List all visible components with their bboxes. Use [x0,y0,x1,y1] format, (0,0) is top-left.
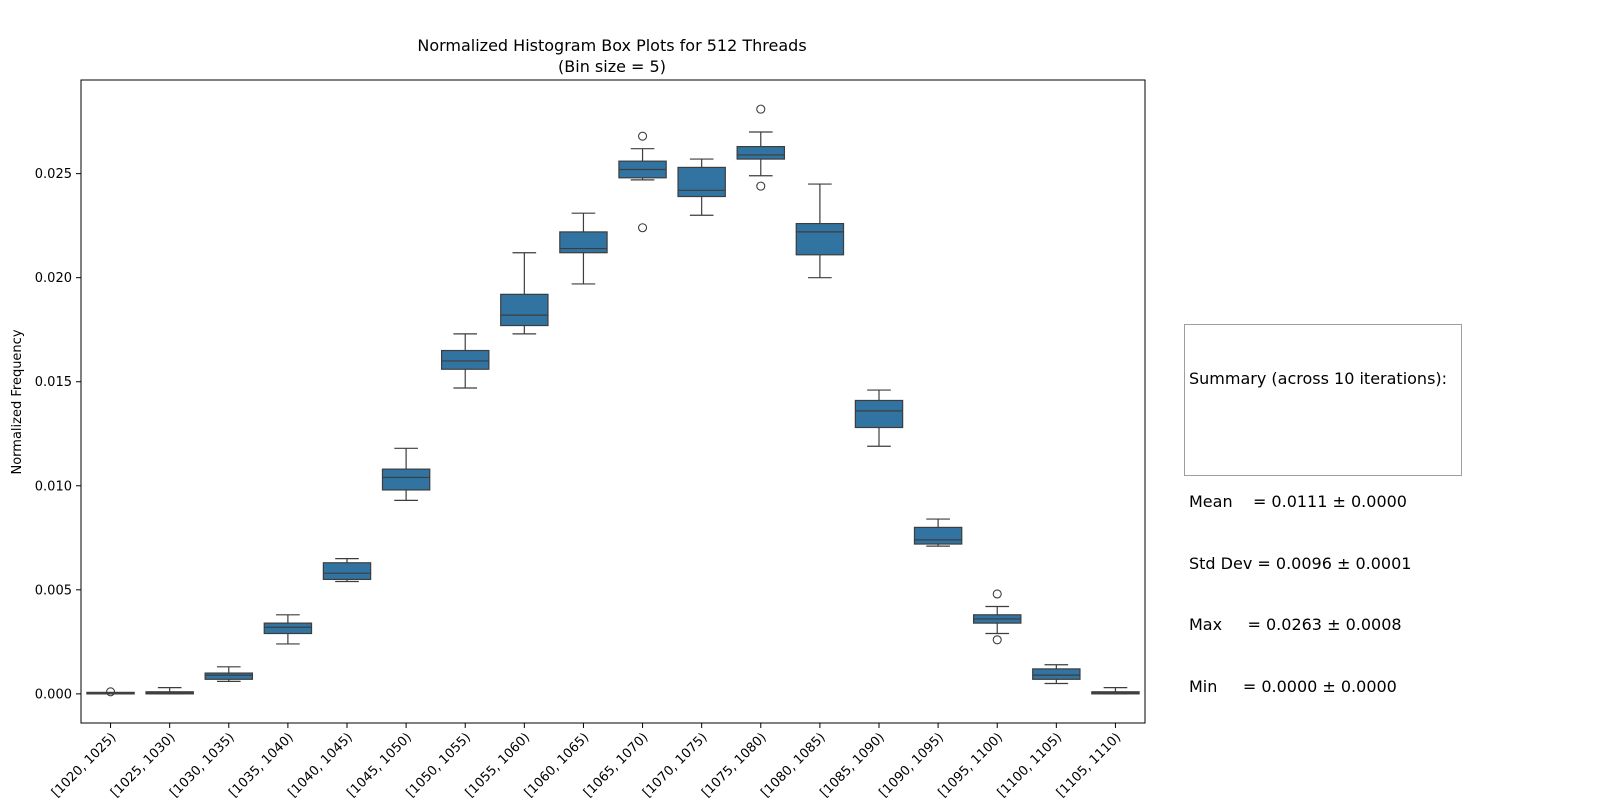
chart-subtitle: (Bin size = 5) [558,57,666,76]
outlier-point [756,181,766,191]
box [736,145,786,160]
summary-heading: Summary (across 10 iterations): [1189,369,1448,388]
box [559,231,608,254]
box [500,293,549,327]
box [204,672,254,680]
y-tick-label: 0.010 [35,479,72,494]
y-tick-label: 0.020 [35,271,72,286]
box [263,622,313,635]
y-tick-label: 0.025 [35,167,72,182]
outlier-point [992,589,1002,599]
outlier-point [756,104,766,114]
box [795,222,845,256]
y-tick-label: 0.000 [35,687,72,702]
summary-spacer [1189,431,1457,452]
box [381,468,431,491]
box [677,166,726,198]
y-tick-label: 0.015 [35,375,72,390]
y-axis-label: Normalized Frequency [10,329,25,474]
box [854,399,904,429]
box [913,526,963,545]
outlier-point [638,223,648,233]
outlier-point [992,635,1002,645]
y-tick-label: 0.005 [35,583,72,598]
chart-title: Normalized Histogram Box Plots for 512 T… [417,36,806,55]
box [322,562,372,581]
box [1032,668,1081,680]
summary-min: Min = 0.0000 ± 0.0000 [1189,676,1397,696]
summary-mean: Mean = 0.0111 ± 0.0000 [1189,492,1407,511]
box [440,349,490,370]
plot-frame [80,79,1146,724]
outlier-point [638,131,648,141]
outlier-point [106,687,116,697]
summary-box: Summary (across 10 iterations): Mean = 0… [1184,324,1462,696]
summary-std-dev: Std Dev = 0.0096 ± 0.0001 [1189,553,1412,573]
summary-max: Max = 0.0263 ± 0.0008 [1189,615,1402,634]
